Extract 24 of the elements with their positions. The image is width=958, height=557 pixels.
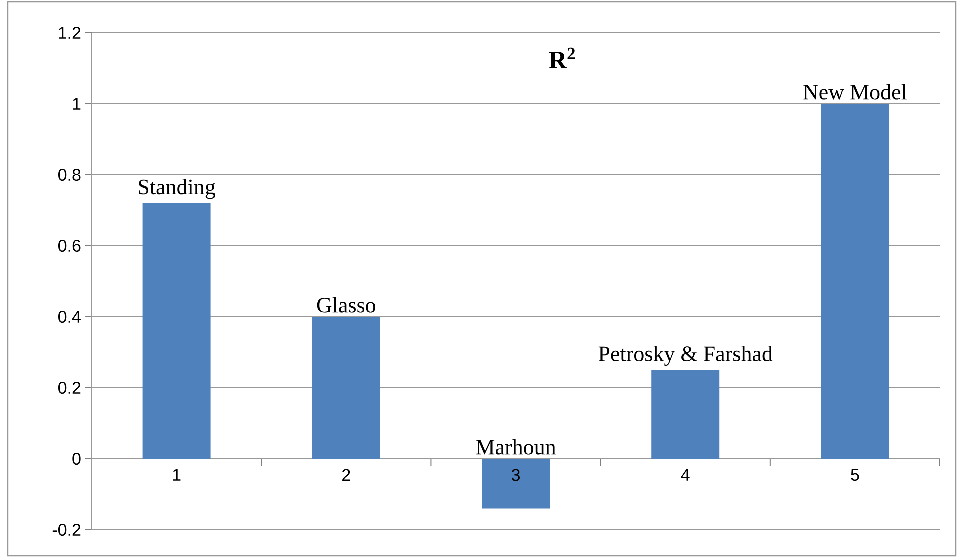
y-tick-label: 0.2	[58, 382, 81, 394]
annotation: Marhoun	[476, 439, 556, 455]
y-tick-label: 0.8	[58, 168, 81, 182]
y-tick-label: 1	[73, 98, 81, 110]
x-tick-label: 5	[851, 469, 860, 482]
bar	[482, 459, 550, 509]
annotation: New Model	[804, 84, 908, 100]
x-tick-label: 2	[342, 469, 350, 482]
bar	[821, 104, 890, 459]
bar	[652, 370, 720, 459]
y-tick-label: 0.6	[58, 240, 81, 252]
y-tick-label: -0.2	[52, 524, 81, 536]
bar	[312, 317, 380, 459]
y-tick-label: 0	[72, 452, 81, 466]
x-tick-label: 3	[512, 469, 520, 482]
y-tick-label: 0.4	[58, 310, 81, 324]
bar	[142, 203, 211, 459]
annotation: Petrosky & Farshad	[598, 346, 773, 366]
x-tick-label: 4	[681, 469, 690, 481]
annotation: Glasso	[317, 297, 376, 313]
x-tick-label: 1	[173, 469, 181, 481]
text: R$^{2}$	[549, 48, 576, 69]
annotation: Standing	[139, 179, 216, 200]
y-tick-label: 1.2	[59, 27, 81, 39]
